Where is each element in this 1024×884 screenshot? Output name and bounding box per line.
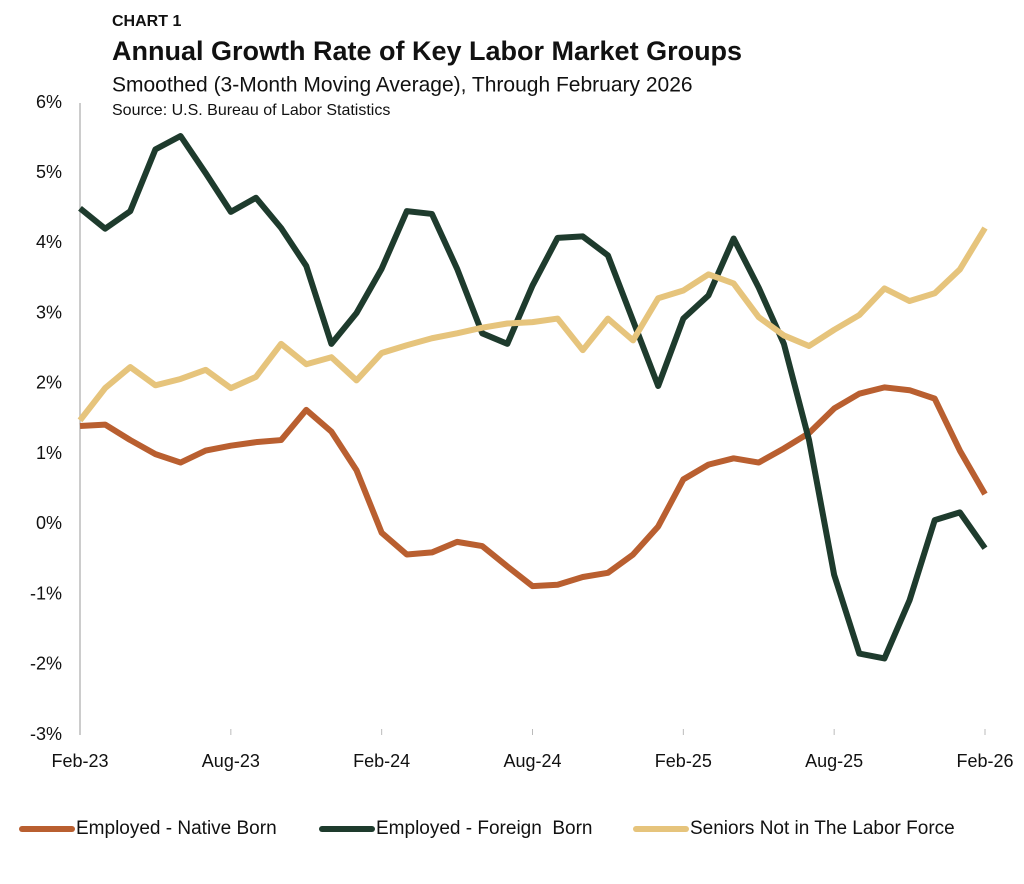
x-tick-label: Feb-24 xyxy=(353,751,410,771)
legend-label: Employed - Foreign Born xyxy=(376,818,593,839)
x-tick-label: Feb-26 xyxy=(956,751,1013,771)
y-tick-label: 4% xyxy=(36,232,62,252)
chart-kicker: CHART 1 xyxy=(112,13,181,30)
y-tick-label: 3% xyxy=(36,302,62,322)
chart-source: Source: U.S. Bureau of Labor Statistics xyxy=(112,102,390,119)
x-tick-label: Aug-24 xyxy=(503,751,561,771)
y-tick-label: 6% xyxy=(36,92,62,112)
series-line xyxy=(79,384,988,590)
y-tick-label: -3% xyxy=(30,724,62,744)
x-tick-label: Aug-25 xyxy=(805,751,863,771)
series-line xyxy=(77,226,988,423)
chart-subtitle: Smoothed (3-Month Moving Average), Throu… xyxy=(112,74,693,97)
y-tick-label: 5% xyxy=(36,162,62,182)
y-tick-label: 2% xyxy=(36,373,62,393)
y-tick-label: -2% xyxy=(30,654,62,674)
chart-title: Annual Growth Rate of Key Labor Market G… xyxy=(112,36,742,66)
legend-label: Seniors Not in The Labor Force xyxy=(690,818,955,839)
x-tick-label: Aug-23 xyxy=(202,751,260,771)
legend-label: Employed - Native Born xyxy=(76,818,277,839)
y-tick-label: 0% xyxy=(36,513,62,533)
y-tick-label: 1% xyxy=(36,443,62,463)
x-tick-label: Feb-25 xyxy=(655,751,712,771)
y-tick-label: -1% xyxy=(30,583,62,603)
x-tick-label: Feb-23 xyxy=(51,751,108,771)
series-line xyxy=(78,133,988,662)
